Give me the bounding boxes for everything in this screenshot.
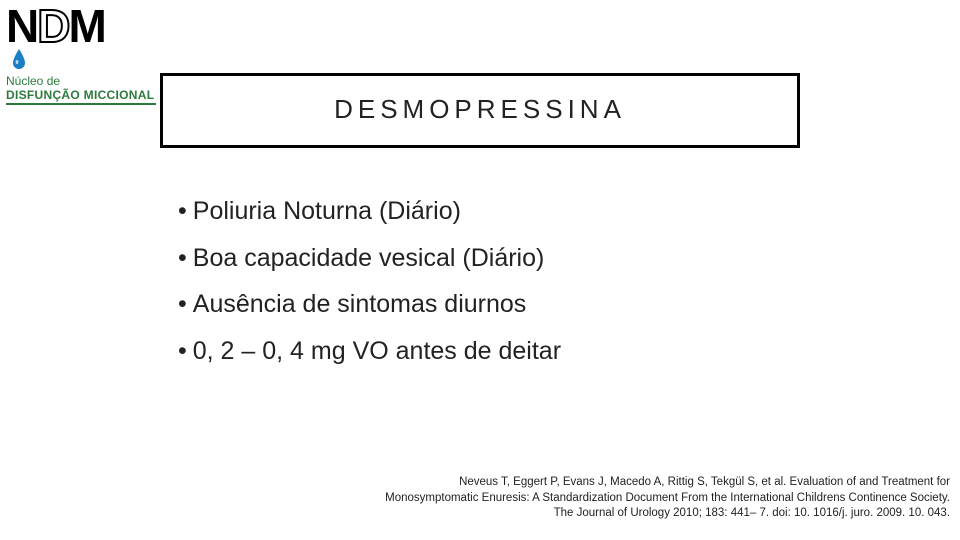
bullet-icon: • <box>178 337 187 365</box>
slide-title: DESMOPRESSINA <box>163 94 797 125</box>
citation-line: Neveus T, Eggert P, Evans J, Macedo A, R… <box>459 476 950 488</box>
logo-sub-line1: Núcleo de <box>6 74 161 88</box>
logo-sub-line2: DISFUNÇÃO MICCIONAL <box>6 88 161 102</box>
bullet-icon: • <box>178 244 187 272</box>
bullet-text: Boa capacidade vesical (Diário) <box>193 244 545 272</box>
logo-subtitle: Núcleo de DISFUNÇÃO MICCIONAL <box>6 74 161 102</box>
logo-underline <box>6 103 156 105</box>
citation-line: Monosymptomatic Enuresis: A Standardizat… <box>385 492 950 504</box>
list-item: •0, 2 – 0, 4 mg VO antes de deitar <box>178 335 818 368</box>
list-item: •Ausência de sintomas diurnos <box>178 288 818 321</box>
bullet-icon: • <box>178 197 187 225</box>
bullet-text: Ausência de sintomas diurnos <box>193 290 527 318</box>
slide: NDM Núcleo de DISFUNÇÃO MICCIONAL DESMOP… <box>0 0 960 540</box>
logo-block: NDM Núcleo de DISFUNÇÃO MICCIONAL <box>6 6 161 105</box>
water-drop-icon <box>12 49 26 69</box>
bullet-list: •Poliuria Noturna (Diário) •Boa capacida… <box>178 195 818 381</box>
bullet-text: Poliuria Noturna (Diário) <box>193 197 461 225</box>
bullet-icon: • <box>178 290 187 318</box>
logo-letters: NDM <box>6 6 161 47</box>
title-box: DESMOPRESSINA <box>160 73 800 148</box>
citation-line: The Journal of Urology 2010; 183: 441– 7… <box>554 507 950 519</box>
list-item: •Poliuria Noturna (Diário) <box>178 195 818 228</box>
bullet-text: 0, 2 – 0, 4 mg VO antes de deitar <box>193 337 561 365</box>
citation: Neveus T, Eggert P, Evans J, Macedo A, R… <box>230 475 950 522</box>
list-item: •Boa capacidade vesical (Diário) <box>178 242 818 275</box>
